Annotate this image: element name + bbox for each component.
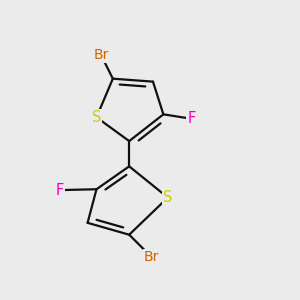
Text: F: F [55,183,64,198]
Text: Br: Br [93,48,109,62]
Text: Br: Br [144,250,159,264]
Text: F: F [188,111,196,126]
Text: S: S [163,190,172,205]
Text: S: S [92,110,101,125]
